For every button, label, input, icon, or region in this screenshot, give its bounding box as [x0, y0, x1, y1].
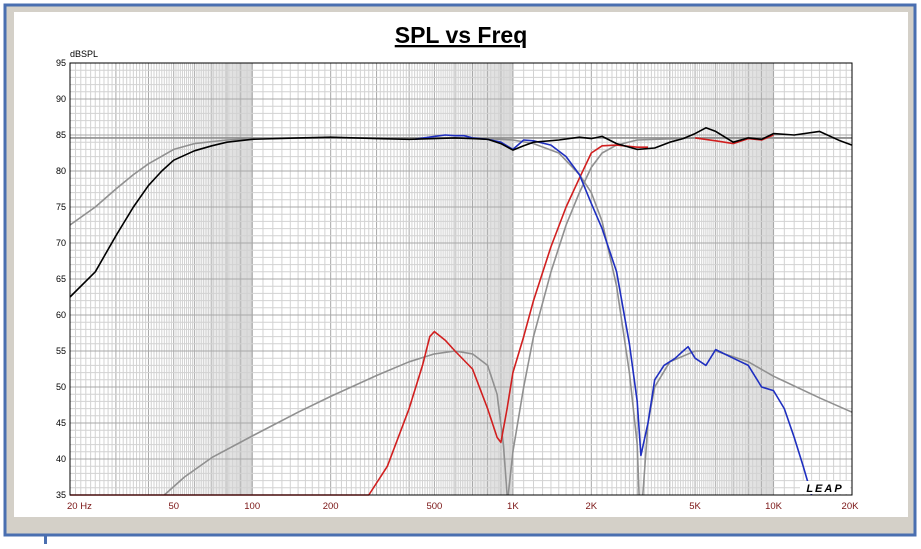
y-tick-label: 70	[56, 238, 66, 248]
series-line-1	[69, 137, 852, 226]
chart-title: SPL vs Freq	[395, 22, 528, 48]
series-line-9	[69, 127, 853, 298]
frame-tab	[44, 536, 47, 544]
watermark-text: LEAP	[806, 483, 843, 495]
y-tick-label: 60	[56, 310, 66, 320]
y-axis-label: dBSPL	[70, 49, 98, 59]
x-tick-label: 20K	[842, 501, 860, 512]
leap-watermark: LEAP	[800, 481, 850, 495]
y-tick-label: 65	[56, 274, 66, 284]
x-tick-label: 500	[426, 501, 442, 512]
y-tick-label: 90	[56, 94, 66, 104]
y-tick-label: 35	[56, 490, 66, 500]
series-line-3	[507, 137, 852, 496]
x-tick-label: 100	[244, 501, 260, 512]
x-tick-label: 50	[168, 501, 179, 512]
y-tick-label: 40	[56, 454, 66, 464]
y-tick-label: 55	[56, 346, 66, 356]
y-tick-label: 50	[56, 382, 66, 392]
x-tick-label: 5K	[689, 501, 701, 512]
series-line-2	[163, 350, 508, 496]
y-tick-label: 80	[56, 166, 66, 176]
grid	[70, 63, 852, 495]
x-tick-label: 20 Hz	[67, 501, 92, 512]
series-layer	[69, 127, 853, 496]
x-tick-label: 200	[323, 501, 339, 512]
y-tick-label: 95	[56, 58, 66, 68]
plot-border	[69, 62, 853, 496]
x-tick-label: 1K	[507, 501, 519, 512]
x-tick-label: 2K	[586, 501, 598, 512]
x-tick-label: 10K	[765, 501, 783, 512]
y-tick-label: 85	[56, 130, 66, 140]
y-tick-label: 75	[56, 202, 66, 212]
y-tick-label: 45	[56, 418, 66, 428]
series-line-6	[70, 144, 648, 496]
